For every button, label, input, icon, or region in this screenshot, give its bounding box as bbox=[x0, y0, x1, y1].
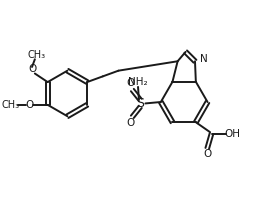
Text: N: N bbox=[200, 54, 208, 64]
Text: CH₃: CH₃ bbox=[27, 50, 45, 60]
Text: O: O bbox=[28, 64, 36, 74]
Text: OH: OH bbox=[225, 129, 241, 139]
Text: S: S bbox=[136, 97, 144, 110]
Text: O: O bbox=[127, 79, 135, 89]
Text: O: O bbox=[25, 100, 33, 110]
Text: NH₂: NH₂ bbox=[128, 77, 147, 87]
Text: CH₃: CH₃ bbox=[2, 100, 20, 110]
Text: O: O bbox=[127, 118, 135, 128]
Text: O: O bbox=[203, 149, 211, 159]
